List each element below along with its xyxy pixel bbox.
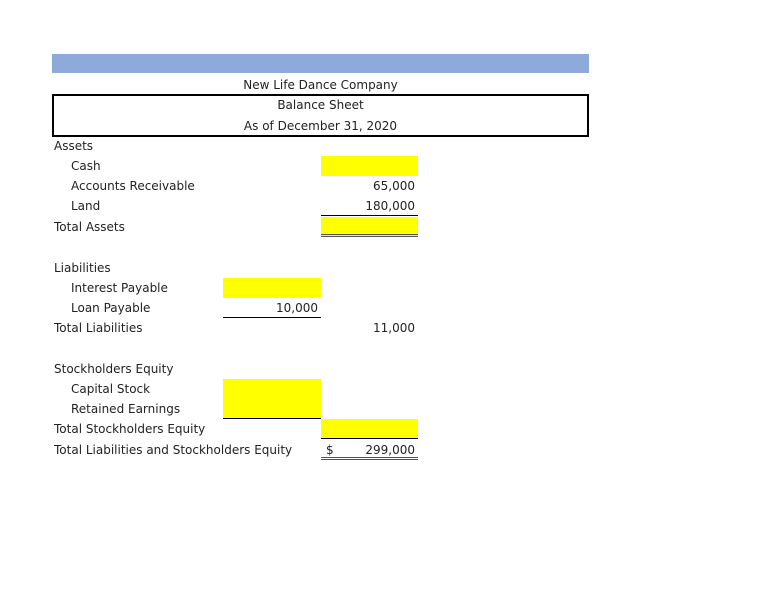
equity-heading-row: Stockholders Equity (0, 359, 766, 379)
loan-payable-label: Loan Payable (71, 301, 151, 315)
table-row: Total Liabilities 11,000 (0, 318, 766, 338)
statement-date: As of December 31, 2020 (243, 119, 398, 133)
table-row: Total Stockholders Equity (0, 419, 766, 439)
ar-label: Accounts Receivable (71, 179, 195, 193)
header-band (52, 54, 589, 73)
ar-value: 65,000 (373, 179, 415, 193)
capital-stock-input[interactable] (223, 379, 321, 399)
statement-title: Balance Sheet (277, 98, 364, 112)
table-row: Total Liabilities and Stockholders Equit… (0, 440, 766, 460)
total-equity-label: Total Stockholders Equity (54, 422, 206, 436)
equity-heading: Stockholders Equity (54, 362, 174, 376)
table-row: Interest Payable (0, 278, 766, 298)
table-row: Capital Stock (0, 379, 766, 399)
cash-label: Cash (71, 159, 101, 173)
land-value: 180,000 (321, 196, 418, 216)
interest-payable-label: Interest Payable (71, 281, 168, 295)
land-label: Land (71, 199, 101, 213)
total-equity-input[interactable] (321, 419, 418, 439)
table-row: Cash (0, 156, 766, 176)
total-assets-label: Total Assets (54, 220, 125, 234)
total-assets-input[interactable] (321, 217, 418, 237)
cash-input[interactable] (321, 156, 418, 176)
interest-payable-input[interactable] (223, 278, 321, 298)
total-liabilities-value: 11,000 (373, 321, 415, 335)
total-liabilities-label: Total Liabilities (54, 321, 143, 335)
liabilities-heading-row: Liabilities (0, 258, 766, 278)
header-box (52, 94, 589, 137)
table-row: Retained Earnings (0, 399, 766, 419)
assets-heading: Assets (54, 139, 94, 153)
table-row: Total Assets (0, 217, 766, 237)
company-name: New Life Dance Company (243, 78, 398, 92)
assets-heading-row: Assets (0, 136, 766, 156)
retained-earnings-input[interactable] (223, 399, 321, 419)
loan-payable-value: 10,000 (223, 298, 321, 318)
currency-symbol: $ (326, 443, 334, 457)
retained-earnings-label: Retained Earnings (71, 402, 181, 416)
grand-total-amount: 299,000 (365, 443, 415, 457)
grand-total-label: Total Liabilities and Stockholders Equit… (54, 443, 293, 457)
table-row: Accounts Receivable 65,000 (0, 176, 766, 196)
grand-total-value: $ 299,000 (321, 440, 418, 460)
table-row: Loan Payable 10,000 (0, 298, 766, 318)
table-row: Land 180,000 (0, 196, 766, 216)
liabilities-heading: Liabilities (54, 261, 111, 275)
capital-stock-label: Capital Stock (71, 382, 151, 396)
